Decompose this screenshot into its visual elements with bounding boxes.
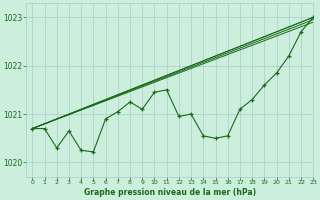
X-axis label: Graphe pression niveau de la mer (hPa): Graphe pression niveau de la mer (hPa) [84, 188, 256, 197]
